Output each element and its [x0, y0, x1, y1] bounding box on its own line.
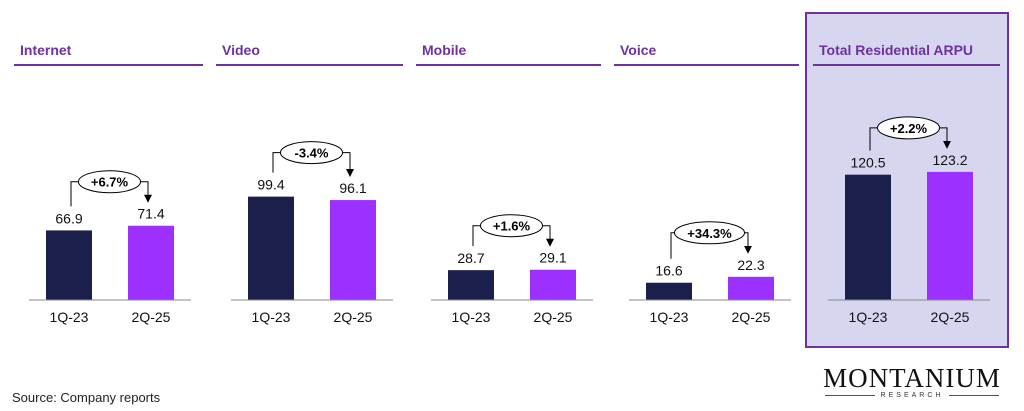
total-residential-arpu-value-label-1q-23: 120.5: [850, 155, 885, 171]
video-bar-2q-25: [330, 200, 376, 300]
voice-value-label-1q-23: 16.6: [655, 263, 682, 279]
video-bar-1q-23: [248, 196, 294, 300]
total-residential-arpu-change-label: +2.2%: [890, 121, 928, 136]
voice-value-label-2q-25: 22.3: [737, 257, 764, 273]
mobile-value-label-1q-23: 28.7: [457, 250, 484, 266]
total-residential-arpu-title: Total Residential ARPU: [819, 42, 973, 58]
video-title: Video: [222, 42, 260, 58]
total-residential-arpu-bar-1q-23: [845, 174, 891, 300]
mobile-title: Mobile: [422, 42, 467, 58]
voice-bar-2q-25: [728, 276, 774, 300]
total-residential-arpu-category-label-2q-25: 2Q-25: [931, 309, 970, 325]
total-residential-arpu-bar-2q-25: [927, 171, 973, 300]
voice-change-bubble: [674, 221, 745, 245]
total-residential-arpu-category-label-1q-23: 1Q-23: [849, 309, 888, 325]
video-value-label-1q-23: 99.4: [257, 177, 284, 193]
mobile-bar-2q-25: [530, 269, 576, 300]
internet-category-label-1q-23: 1Q-23: [50, 309, 89, 325]
voice-category-label-2q-25: 2Q-25: [732, 309, 771, 325]
video-value-label-2q-25: 96.1: [339, 180, 366, 196]
internet-bar-2q-25: [128, 225, 174, 300]
voice-change-label: +34.3%: [687, 226, 732, 241]
logo-main-text: MONTANIUM: [823, 363, 1001, 393]
video-category-label-2q-25: 2Q-25: [334, 309, 373, 325]
voice-title: Voice: [620, 42, 657, 58]
voice-category-label-1q-23: 1Q-23: [650, 309, 689, 325]
mobile-category-label-1q-23: 1Q-23: [452, 309, 491, 325]
total-residential-arpu-value-label-2q-25: 123.2: [932, 152, 967, 168]
internet-change-label: +6.7%: [91, 175, 129, 190]
mobile-value-label-2q-25: 29.1: [539, 250, 566, 266]
mobile-bar-1q-23: [448, 270, 494, 300]
mobile-category-label-2q-25: 2Q-25: [534, 309, 573, 325]
internet-bar-1q-23: [46, 230, 92, 300]
voice-bar-1q-23: [646, 282, 692, 300]
video-change-bubble: [280, 141, 343, 165]
internet-category-label-2q-25: 2Q-25: [132, 309, 171, 325]
mobile-change-bubble: [480, 214, 543, 238]
video-change-label: -3.4%: [295, 146, 329, 161]
mobile-change-label: +1.6%: [493, 219, 531, 234]
internet-change-bubble: [78, 170, 141, 194]
montanium-logo: MONTANIUM RESEARCH: [812, 364, 1012, 399]
source-note: Source: Company reports: [12, 390, 161, 405]
logo-sub-text: RESEARCH: [880, 392, 944, 399]
video-category-label-1q-23: 1Q-23: [252, 309, 291, 325]
total-residential-arpu-change-bubble: [877, 116, 940, 140]
internet-value-label-2q-25: 71.4: [137, 206, 164, 222]
internet-value-label-1q-23: 66.9: [55, 210, 82, 226]
internet-title: Internet: [20, 42, 72, 58]
highlight-box: [805, 12, 1009, 348]
